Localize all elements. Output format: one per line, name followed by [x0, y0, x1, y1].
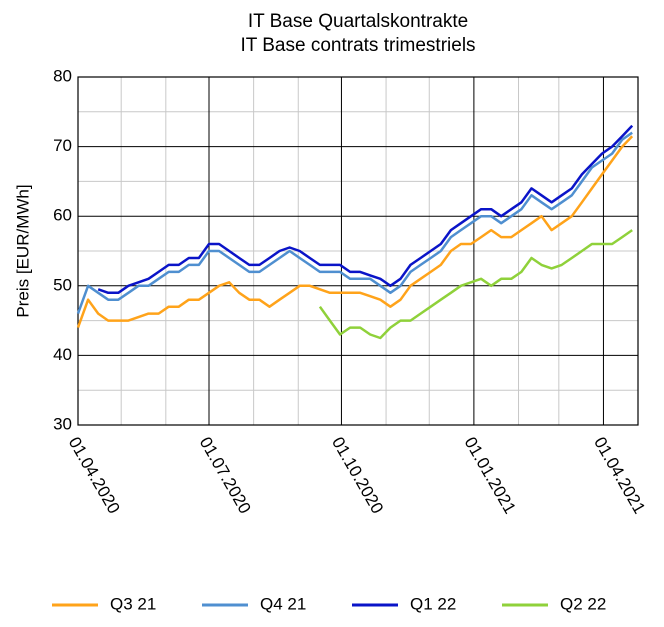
chart-title: IT Base Quartalskontrakte [248, 11, 468, 32]
legend-label: Q1 22 [410, 594, 456, 613]
legend-label: Q2 22 [560, 594, 606, 613]
legend-label: Q4 21 [260, 594, 306, 613]
y-tick-label: 60 [53, 206, 72, 225]
legend-label: Q3 21 [110, 594, 156, 613]
y-tick-label: 80 [53, 66, 72, 85]
y-tick-label: 30 [53, 414, 72, 433]
series-line [318, 229, 633, 340]
y-axis-label: Preis [EUR/MWh] [13, 184, 32, 317]
y-tick-label: 40 [53, 345, 72, 364]
series-line [76, 135, 634, 329]
x-tick-label: 01.04.2021 [590, 434, 649, 517]
chart-subtitle: IT Base contrats trimestriels [240, 35, 475, 56]
plot-frame [77, 76, 639, 426]
series-line [97, 124, 634, 295]
y-tick-label: 70 [53, 136, 72, 155]
x-tick-label: 01.01.2021 [461, 434, 520, 517]
series-line [76, 131, 633, 315]
x-tick-label: 01.10.2020 [328, 434, 387, 517]
y-tick-label: 50 [53, 275, 72, 294]
x-tick-label: 01.04.2020 [65, 434, 124, 517]
x-tick-label: 01.07.2020 [196, 434, 255, 517]
